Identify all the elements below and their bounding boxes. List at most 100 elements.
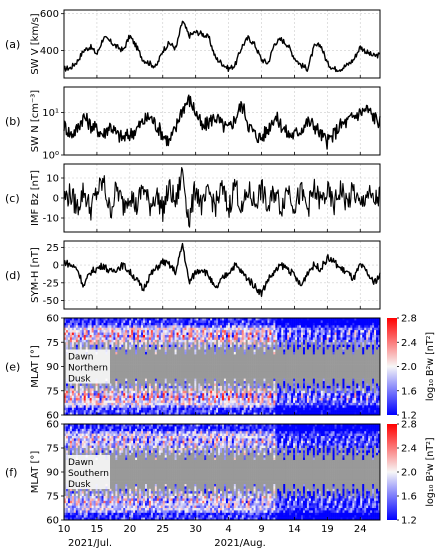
- heatmap-cell: [146, 327, 150, 331]
- heatmap-cell: [263, 393, 266, 396]
- heatmap-cell: [200, 368, 203, 372]
- heatmap-cell: [261, 402, 264, 406]
- heatmap-cell: [81, 327, 85, 331]
- heatmap-cell: [241, 412, 245, 416]
- heatmap-cell: [243, 373, 246, 377]
- heatmap-cell: [208, 368, 211, 372]
- heatmap-cell: [123, 359, 126, 362]
- heatmap-cell: [125, 342, 128, 345]
- heatmap-cell: [241, 368, 245, 372]
- heatmap-cell: [156, 402, 160, 406]
- heatmap-cell: [287, 339, 290, 343]
- heatmap-cell: [176, 337, 179, 341]
- heatmap-cell: [227, 322, 231, 326]
- heatmap-cell: [220, 405, 223, 409]
- heatmap-cell: [245, 364, 248, 367]
- heatmap-cell: [233, 405, 237, 409]
- heatmap-cell: [158, 342, 162, 345]
- heatmap-cell: [99, 322, 102, 326]
- heatmap-cell: [107, 334, 110, 338]
- heatmap-cell: [291, 381, 294, 384]
- heatmap-cell: [302, 339, 306, 343]
- heatmap-cell: [200, 366, 203, 370]
- heatmap-cell: [113, 327, 116, 331]
- panel-label: (a): [5, 38, 20, 51]
- heatmap-cell: [164, 400, 167, 404]
- heatmap-cell: [103, 407, 106, 411]
- heatmap-cell: [277, 383, 280, 387]
- heatmap-cell: [275, 390, 278, 394]
- heatmap-cell: [269, 351, 272, 355]
- heatmap-cell: [111, 402, 114, 406]
- heatmap-cell: [131, 344, 134, 348]
- heatmap-cell: [227, 342, 231, 345]
- heatmap-cell: [291, 412, 294, 416]
- heatmap-cell: [190, 318, 193, 321]
- heatmap-cell: [115, 356, 118, 360]
- heatmap-cell: [301, 383, 304, 387]
- heatmap-cell: [139, 395, 142, 399]
- heatmap-cell: [87, 402, 90, 406]
- heatmap-cell: [105, 342, 108, 345]
- heatmap-cell: [154, 361, 158, 365]
- heatmap-cell: [123, 320, 126, 324]
- heatmap-cell: [198, 412, 201, 416]
- heatmap-cell: [186, 383, 189, 387]
- heatmap-cell: [144, 393, 148, 396]
- heatmap-cell: [178, 364, 181, 367]
- heatmap-cell: [172, 351, 175, 355]
- heatmap-cell: [249, 395, 252, 399]
- heatmap-cell: [229, 385, 233, 389]
- heatmap-cell: [148, 334, 152, 338]
- heatmap-cell: [283, 344, 286, 348]
- heatmap-cell: [111, 359, 114, 362]
- heatmap-cell: [139, 393, 142, 396]
- heatmap-cell: [245, 361, 248, 365]
- heatmap-cell: [269, 322, 272, 326]
- heatmap-cell: [75, 318, 79, 321]
- heatmap-cell: [253, 410, 256, 413]
- heatmap-cell: [64, 383, 67, 387]
- heatmap-cell: [295, 385, 298, 389]
- heatmap-cell: [283, 359, 286, 362]
- heatmap-cell: [178, 376, 181, 379]
- heatmap-cell: [91, 402, 94, 406]
- heatmap-cell: [271, 402, 274, 406]
- heatmap-cell: [168, 368, 171, 372]
- heatmap-cell: [139, 407, 142, 411]
- heatmap-cell: [261, 383, 264, 387]
- heatmap-cell: [237, 376, 241, 379]
- heatmap-cell: [174, 388, 177, 392]
- heatmap-cell: [218, 337, 221, 341]
- heatmap-cell: [235, 402, 239, 406]
- heatmap-cell: [198, 381, 201, 384]
- heatmap-cell: [271, 318, 274, 321]
- heatmap-cell: [144, 381, 148, 384]
- heatmap-cell: [267, 349, 270, 353]
- heatmap-cell: [95, 398, 98, 401]
- heatmap-cell: [109, 327, 112, 331]
- heatmap-cell: [196, 320, 199, 324]
- heatmap-cell: [69, 330, 73, 333]
- y-tick-label: 10¹: [42, 108, 59, 119]
- heatmap-cell: [269, 330, 272, 333]
- heatmap-cell: [93, 332, 96, 336]
- heatmap-cell: [154, 373, 158, 377]
- heatmap-cell: [73, 385, 77, 389]
- heatmap-cell: [223, 373, 227, 377]
- heatmap-cell: [178, 410, 181, 413]
- heatmap-cell: [247, 383, 250, 387]
- heatmap-cell: [101, 337, 104, 341]
- heatmap-cell: [176, 376, 179, 379]
- heatmap-cell: [198, 376, 201, 379]
- heatmap-cell: [109, 368, 112, 372]
- heatmap-cell: [103, 320, 106, 324]
- heatmap-cell: [91, 344, 94, 348]
- heatmap-cell: [277, 390, 280, 394]
- heatmap-cell: [210, 364, 213, 367]
- heatmap-cell: [81, 342, 85, 345]
- heatmap-cell: [281, 383, 284, 387]
- heatmap-cell: [97, 322, 100, 326]
- heatmap-cell: [133, 359, 136, 362]
- heatmap-cell: [269, 395, 272, 399]
